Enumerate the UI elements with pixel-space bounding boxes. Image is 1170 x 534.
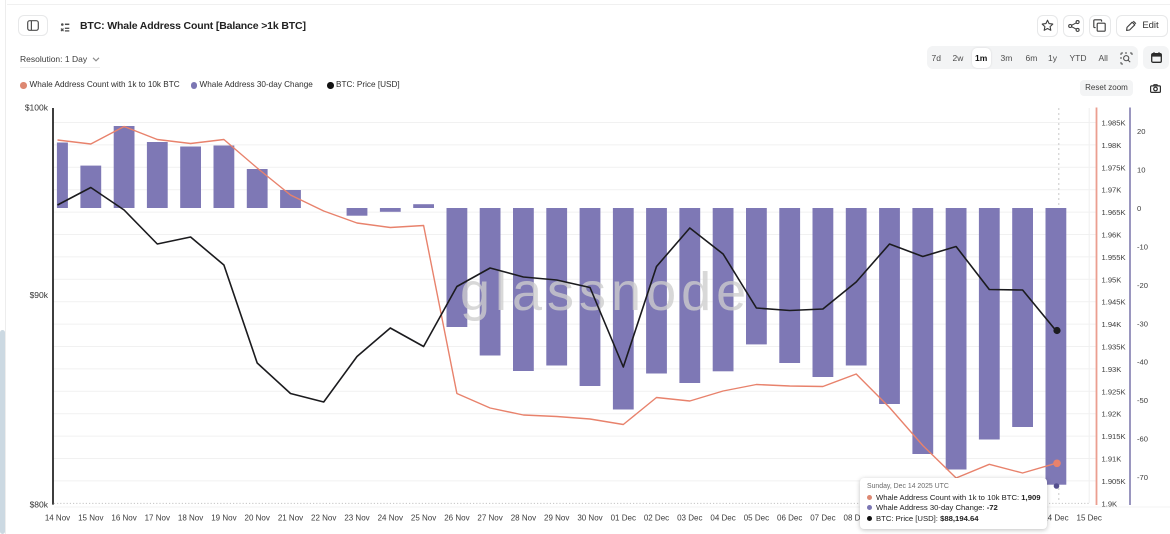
svg-text:-30: -30 xyxy=(1137,319,1148,328)
svg-text:1.91K: 1.91K xyxy=(1102,455,1122,464)
svg-text:20: 20 xyxy=(1137,127,1145,136)
svg-text:1.915K: 1.915K xyxy=(1102,432,1126,441)
svg-text:27 Nov: 27 Nov xyxy=(477,514,502,523)
svg-text:0: 0 xyxy=(1137,204,1141,213)
svg-text:1.985K: 1.985K xyxy=(1102,119,1126,128)
svg-text:-40: -40 xyxy=(1137,358,1148,367)
svg-text:23 Nov: 23 Nov xyxy=(344,514,369,523)
svg-text:1.975K: 1.975K xyxy=(1102,163,1126,172)
svg-text:$80k: $80k xyxy=(30,500,49,510)
svg-text:1.93K: 1.93K xyxy=(1102,365,1122,374)
svg-text:1.94K: 1.94K xyxy=(1102,320,1122,329)
svg-text:20 Nov: 20 Nov xyxy=(245,514,270,523)
svg-text:1.935K: 1.935K xyxy=(1102,343,1126,352)
svg-text:-60: -60 xyxy=(1137,435,1148,444)
svg-text:1.98K: 1.98K xyxy=(1102,141,1122,150)
svg-text:1.905K: 1.905K xyxy=(1102,477,1126,486)
svg-text:06 Dec: 06 Dec xyxy=(777,514,802,523)
svg-text:1.9K: 1.9K xyxy=(1102,499,1118,508)
svg-text:1.92K: 1.92K xyxy=(1102,410,1122,419)
svg-text:04 Dec: 04 Dec xyxy=(710,514,735,523)
svg-text:1.97K: 1.97K xyxy=(1102,186,1122,195)
svg-text:-50: -50 xyxy=(1137,396,1148,405)
svg-text:1.95K: 1.95K xyxy=(1102,275,1122,284)
svg-text:21 Nov: 21 Nov xyxy=(278,514,303,523)
svg-text:1.955K: 1.955K xyxy=(1102,253,1126,262)
svg-text:1.965K: 1.965K xyxy=(1102,208,1126,217)
svg-text:15 Nov: 15 Nov xyxy=(78,514,103,523)
svg-text:15 Dec: 15 Dec xyxy=(1077,514,1102,523)
svg-text:1.925K: 1.925K xyxy=(1102,387,1126,396)
svg-text:1.945K: 1.945K xyxy=(1102,298,1126,307)
svg-text:-20: -20 xyxy=(1137,281,1148,290)
svg-text:29 Nov: 29 Nov xyxy=(544,514,569,523)
svg-text:01 Dec: 01 Dec xyxy=(611,514,636,523)
svg-text:19 Nov: 19 Nov xyxy=(211,514,236,523)
svg-text:08 Dec: 08 Dec xyxy=(844,514,869,523)
svg-text:28 Nov: 28 Nov xyxy=(511,514,536,523)
svg-text:26 Nov: 26 Nov xyxy=(444,514,469,523)
svg-text:14 Nov: 14 Nov xyxy=(45,514,70,523)
svg-text:24 Nov: 24 Nov xyxy=(378,514,403,523)
svg-text:30 Nov: 30 Nov xyxy=(577,514,602,523)
svg-text:03 Dec: 03 Dec xyxy=(677,514,702,523)
svg-text:-10: -10 xyxy=(1137,242,1148,251)
svg-text:18 Nov: 18 Nov xyxy=(178,514,203,523)
svg-text:$100k: $100k xyxy=(25,103,49,113)
svg-text:16 Nov: 16 Nov xyxy=(111,514,136,523)
svg-text:-70: -70 xyxy=(1137,473,1148,482)
svg-text:14 Dec: 14 Dec xyxy=(1043,514,1068,523)
svg-text:$90k: $90k xyxy=(30,290,49,300)
svg-text:02 Dec: 02 Dec xyxy=(644,514,669,523)
svg-text:25 Nov: 25 Nov xyxy=(411,514,436,523)
svg-text:10: 10 xyxy=(1137,166,1145,175)
svg-text:07 Dec: 07 Dec xyxy=(810,514,835,523)
svg-text:1.96K: 1.96K xyxy=(1102,231,1122,240)
svg-text:22 Nov: 22 Nov xyxy=(311,514,336,523)
svg-text:05 Dec: 05 Dec xyxy=(744,514,769,523)
svg-text:17 Nov: 17 Nov xyxy=(145,514,170,523)
